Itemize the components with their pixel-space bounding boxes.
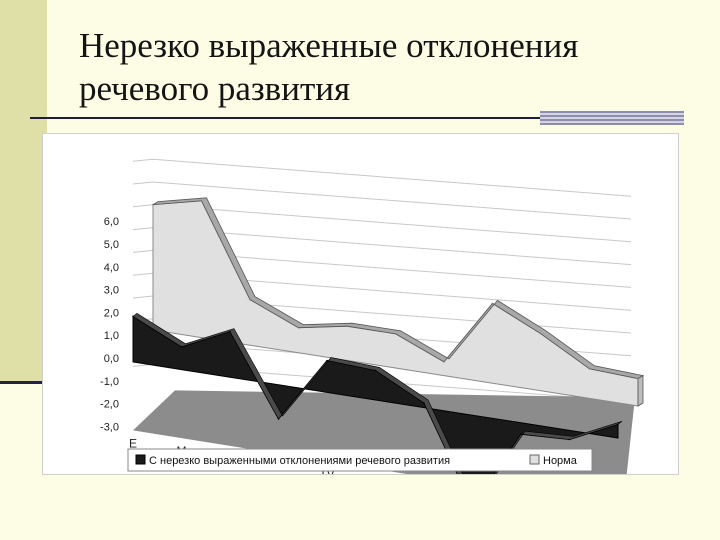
chart-panel: 6,05,04,03,02,01,00,0-1,0-2,0-3,0 EMPPLT… — [42, 133, 679, 475]
y-tick-label: -1,0 — [100, 376, 119, 388]
deviation-point-TV — [326, 359, 328, 362]
series-norm — [152, 197, 645, 407]
series-norm-side — [637, 374, 644, 407]
norm-point-MV — [394, 333, 397, 335]
legend-label-deviation: С нерезко выраженными отклонениями речев… — [149, 455, 450, 467]
legend-swatch-deviation — [135, 454, 146, 465]
legend-label-norm: Норма — [543, 455, 578, 467]
legend-box — [127, 448, 593, 472]
chart-gridline — [132, 181, 632, 220]
norm-point-TV — [346, 325, 348, 327]
norm-point-JA — [637, 377, 639, 380]
y-axis-ticks: 6,0 5,0 4,0 3,0 2,0 1,0 0,0 -1,0 -2,0 -3,0 — [100, 216, 119, 433]
x-tick-label: E — [129, 436, 137, 450]
norm-point-Rh — [443, 361, 445, 363]
chart-gridline — [132, 158, 632, 197]
title-underline — [30, 117, 684, 119]
title-accent-bar — [540, 111, 684, 125]
side-band — [0, 0, 47, 383]
deviation-point-JA — [617, 423, 619, 426]
deviation-point-Rh — [423, 402, 425, 404]
chart: 6,05,04,03,02,01,00,0-1,0-2,0-3,0 EMPPLT… — [100, 158, 645, 474]
deviation-point-PL — [277, 418, 280, 420]
legend: С нерезко выраженными отклонениями речев… — [127, 448, 593, 472]
y-tick-label: -3,0 — [100, 421, 119, 433]
norm-point-Ph — [491, 302, 494, 305]
series-deviation — [132, 313, 623, 474]
y-tick-label: 5,0 — [104, 239, 119, 251]
series-deviation-rim — [132, 313, 623, 474]
side-band-rule — [0, 381, 47, 384]
y-tick-label: -2,0 — [100, 399, 119, 411]
deviation-point-E — [132, 315, 134, 318]
norm-point-M — [200, 200, 203, 202]
y-tick-label: 3,0 — [104, 285, 119, 297]
y-tick-label: 6,0 — [104, 216, 119, 228]
deviation-point-P — [229, 330, 231, 333]
norm-point-P — [249, 298, 251, 301]
deviation-point-LA — [520, 433, 522, 436]
deviation-point-MV — [374, 369, 377, 372]
deviation-point-TA — [568, 438, 571, 441]
norm-point-PL — [297, 326, 300, 329]
y-tick-label: 1,0 — [104, 330, 119, 342]
norm-point-E — [152, 203, 154, 206]
norm-point-TA — [588, 368, 591, 370]
y-tick-label: 4,0 — [104, 262, 119, 274]
legend-swatch-norm — [529, 454, 540, 465]
y-tick-label: 0,0 — [104, 353, 119, 365]
deviation-point-M — [180, 346, 183, 348]
slide-title: Нерезко выраженные отклонения речевого р… — [79, 26, 579, 108]
y-tick-label: 2,0 — [104, 307, 119, 319]
norm-point-LA — [540, 333, 542, 335]
